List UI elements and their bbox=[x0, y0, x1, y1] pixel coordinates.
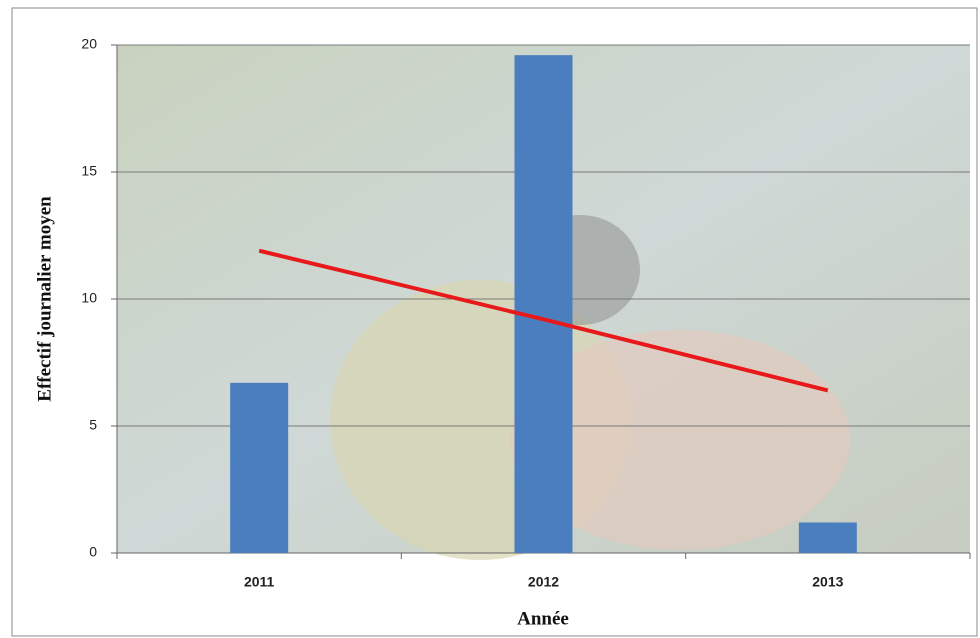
photo-hand bbox=[510, 330, 850, 550]
y-tick-label: 10 bbox=[81, 290, 97, 306]
bar bbox=[798, 522, 857, 553]
x-tick-label: 2013 bbox=[812, 574, 843, 590]
x-tick-label: 2011 bbox=[244, 574, 275, 590]
bar bbox=[230, 382, 289, 553]
bar bbox=[514, 55, 573, 553]
y-tick-label: 5 bbox=[89, 417, 97, 433]
trend-line bbox=[258, 248, 829, 393]
x-axis-title: Année bbox=[517, 608, 569, 629]
x-tick-label: 2012 bbox=[528, 574, 559, 590]
y-tick-label: 20 bbox=[81, 36, 97, 52]
y-axis-title: Effectif journalier moyen bbox=[34, 196, 55, 402]
y-tick-label: 0 bbox=[89, 544, 97, 560]
y-tick-label: 15 bbox=[81, 163, 97, 179]
